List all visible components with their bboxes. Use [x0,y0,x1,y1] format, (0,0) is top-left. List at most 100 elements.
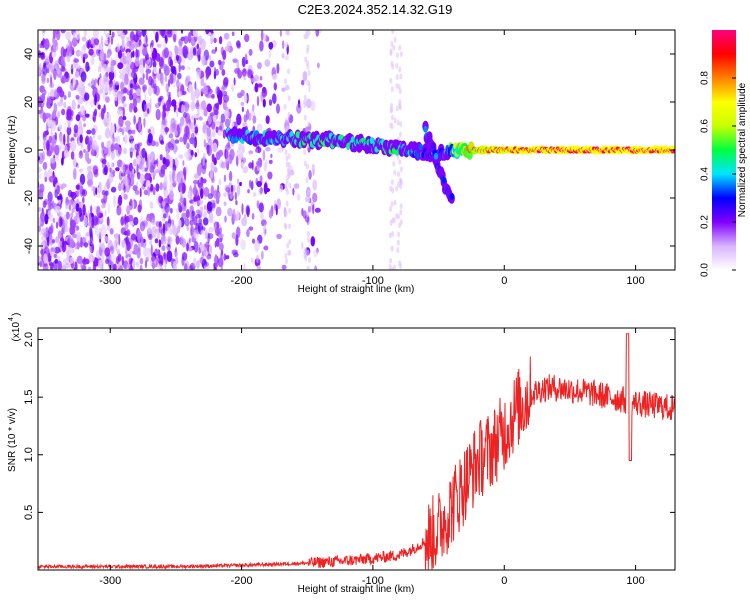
noise-speckle [174,129,178,136]
noise-speckle [168,94,171,106]
noise-speckle [180,116,185,127]
noise-speckle [265,146,271,152]
noise-speckle [169,207,173,214]
x-tick-label: 0 [501,575,507,587]
noise-streak [390,114,394,121]
noise-streak [283,222,287,229]
noise-speckle [102,63,107,72]
noise-speckle [123,193,128,200]
noise-speckle [208,227,214,233]
noise-speckle [173,164,177,171]
noise-speckle [38,216,41,226]
noise-speckle [60,65,66,72]
noise-streak [288,182,292,189]
noise-speckle [100,224,107,236]
noise-speckle [129,83,134,89]
noise-speckle [103,191,108,204]
noise-speckle [140,236,144,248]
noise-speckle [148,233,153,240]
noise-streak [390,266,394,270]
noise-speckle [139,264,143,270]
noise-speckle [47,191,53,203]
snr-series-line [38,333,675,570]
noise-speckle [201,178,207,184]
colorbar-tick-label: 0.4 [700,167,711,181]
noise-streak [389,77,393,84]
noise-speckle [209,60,215,68]
noise-speckle [257,62,262,70]
noise-speckle [133,216,139,226]
noise-streak [397,231,401,238]
noise-speckle [236,113,242,126]
noise-speckle [233,77,236,86]
noise-speckle [125,184,130,193]
noise-speckle [243,94,248,103]
noise-speckle [122,106,125,118]
noise-speckle [42,112,47,123]
noise-speckle [92,165,99,175]
noise-speckle [162,180,169,186]
noise-speckle [214,263,219,268]
noise-streak [303,149,307,156]
noise-speckle [46,78,50,83]
noise-speckle [112,263,117,270]
noise-speckle [142,73,145,79]
noise-speckle [154,249,160,255]
x-tick-label: -300 [99,275,121,287]
y-tick-label: 1.0 [23,447,35,462]
noise-streak [307,102,311,109]
noise-speckle [167,236,173,245]
noise-speckle [70,63,74,75]
noise-speckle [218,233,224,239]
noise-streak [389,48,393,55]
noise-speckle [44,55,50,63]
noise-speckle [158,56,164,67]
noise-speckle [42,200,47,208]
noise-speckle [179,136,184,143]
noise-streak [393,117,397,124]
noise-speckle [126,51,130,60]
noise-speckle [188,84,194,94]
y-tick-label: 40 [23,48,35,60]
noise-speckle [203,138,206,148]
colorbar: 0.0 0.2 0.4 0.6 0.8 Normalized spectral ampl… [700,30,748,277]
noise-speckle [204,229,208,237]
noise-speckle [241,106,244,113]
noise-speckle [103,104,106,114]
noise-speckle [41,73,46,85]
noise-streak [284,117,288,124]
noise-speckle [202,155,205,167]
noise-streak [397,171,400,178]
noise-speckle [207,233,214,240]
noise-speckle [211,121,216,130]
noise-speckle [141,48,148,56]
noise-speckle [277,147,283,154]
noise-speckle [195,213,201,219]
noise-speckle [85,232,90,237]
noise-speckle [190,90,196,102]
noise-speckle [154,238,159,244]
noise-streak [304,196,308,203]
noise-streak [283,103,287,110]
noise-streak [392,264,396,270]
noise-speckle [194,152,198,158]
noise-streak [396,247,400,254]
noise-speckle [54,246,61,254]
ridge-core [350,136,356,144]
noise-speckle [72,75,76,88]
noise-speckle [110,35,114,45]
noise-speckle [176,82,182,87]
noise-speckle [232,209,236,220]
noise-speckle [301,242,304,250]
noise-speckle [250,180,254,191]
noise-speckle [38,190,44,201]
noise-speckle [212,142,218,153]
noise-speckle [74,71,80,78]
noise-speckle [81,36,87,42]
noise-streak [306,265,310,270]
noise-speckle [170,117,176,128]
noise-speckle [155,108,161,121]
noise-speckle [40,240,46,249]
noise-speckle [236,178,240,185]
noise-speckle [96,205,101,218]
